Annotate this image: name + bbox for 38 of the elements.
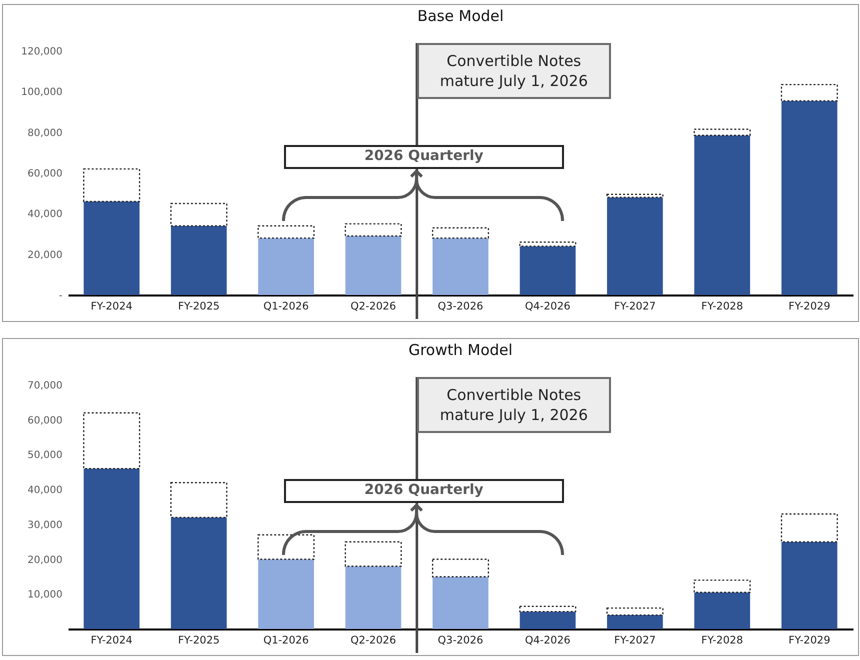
y-tick-label: 40,000: [28, 209, 62, 220]
y-tick-label: 60,000: [28, 168, 62, 180]
x-tick-label: Q4-2026: [524, 300, 571, 312]
x-tick-label: FY-2024: [90, 634, 133, 646]
x-tick-label: Q3-2026: [438, 300, 484, 312]
x-tick-label: Q2-2026: [350, 634, 396, 646]
y-tick-label: 60,000: [28, 415, 62, 426]
x-tick-label: FY-2028: [701, 300, 744, 312]
y-tick-label: 80,000: [28, 128, 62, 139]
x-tick-label: Q1-2026: [263, 300, 310, 312]
y-tick-label: 20,000: [28, 554, 62, 566]
x-tick-label: Q3-2026: [438, 634, 484, 646]
x-tick-label: FY-2028: [701, 634, 744, 646]
x-tick-label: Q1-2026: [263, 634, 310, 646]
callout-box: Convertible Notes mature July 1, 2026: [416, 377, 611, 433]
x-tick-label: FY-2029: [788, 634, 830, 646]
label-box: 2026 Quarterly: [284, 479, 564, 503]
chart-title: Base Model: [417, 7, 504, 25]
y-tick-label: 40,000: [28, 485, 62, 496]
y-tick-label: 20,000: [28, 250, 62, 261]
y-tick-label: -: [58, 290, 63, 302]
x-tick-label: FY-2025: [178, 634, 220, 646]
x-tick-label: FY-2024: [90, 300, 133, 312]
callout-box: Convertible Notes mature July 1, 2026: [416, 43, 611, 99]
x-tick-label: Q4-2026: [524, 634, 571, 646]
x-tick-label: FY-2025: [178, 300, 220, 312]
y-tick-label: 10,000: [28, 590, 62, 601]
y-tick-label: 100,000: [21, 87, 62, 98]
x-tick-label: FY-2029: [788, 300, 830, 312]
y-tick-label: 30,000: [28, 520, 62, 531]
y-tick-label: 120,000: [21, 46, 62, 58]
x-tick-label: Q2-2026: [350, 300, 396, 312]
y-tick-label: 70,000: [28, 380, 62, 392]
x-tick-label: FY-2027: [614, 634, 656, 646]
chart-title: Growth Model: [408, 341, 513, 359]
label-box: 2026 Quarterly: [284, 145, 564, 169]
x-tick-label: FY-2027: [614, 300, 656, 312]
y-tick-label: 50,000: [28, 450, 62, 462]
